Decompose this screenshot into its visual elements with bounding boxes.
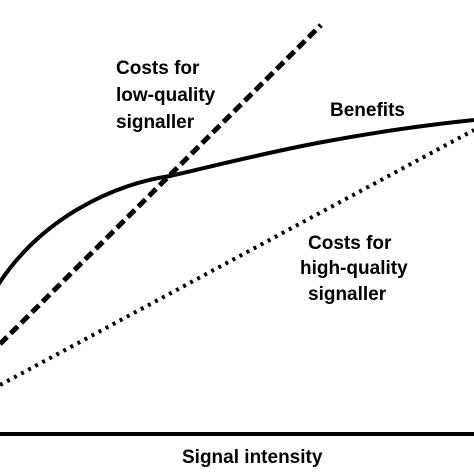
benefits-label: Benefits	[330, 100, 405, 121]
high-quality-cost-label: Costs for high-quality signaller	[300, 233, 413, 305]
high-quality-cost-label-line-2: high-quality	[300, 258, 408, 279]
high-quality-cost-label-line-3: signaller	[308, 284, 387, 305]
high-quality-cost-label-line-1: Costs for	[308, 233, 392, 254]
low-quality-cost-line	[0, 23, 323, 346]
high-quality-cost-line	[0, 128, 474, 387]
low-quality-cost-label-line-3: signaller	[116, 112, 195, 133]
benefits-curve	[0, 118, 474, 286]
x-axis-title: Signal intensity	[182, 447, 323, 468]
low-quality-cost-label: Costs for low-quality signaller	[116, 58, 221, 133]
low-quality-cost-label-line-2: low-quality	[116, 85, 216, 106]
low-quality-cost-label-line-1: Costs for	[116, 58, 200, 79]
